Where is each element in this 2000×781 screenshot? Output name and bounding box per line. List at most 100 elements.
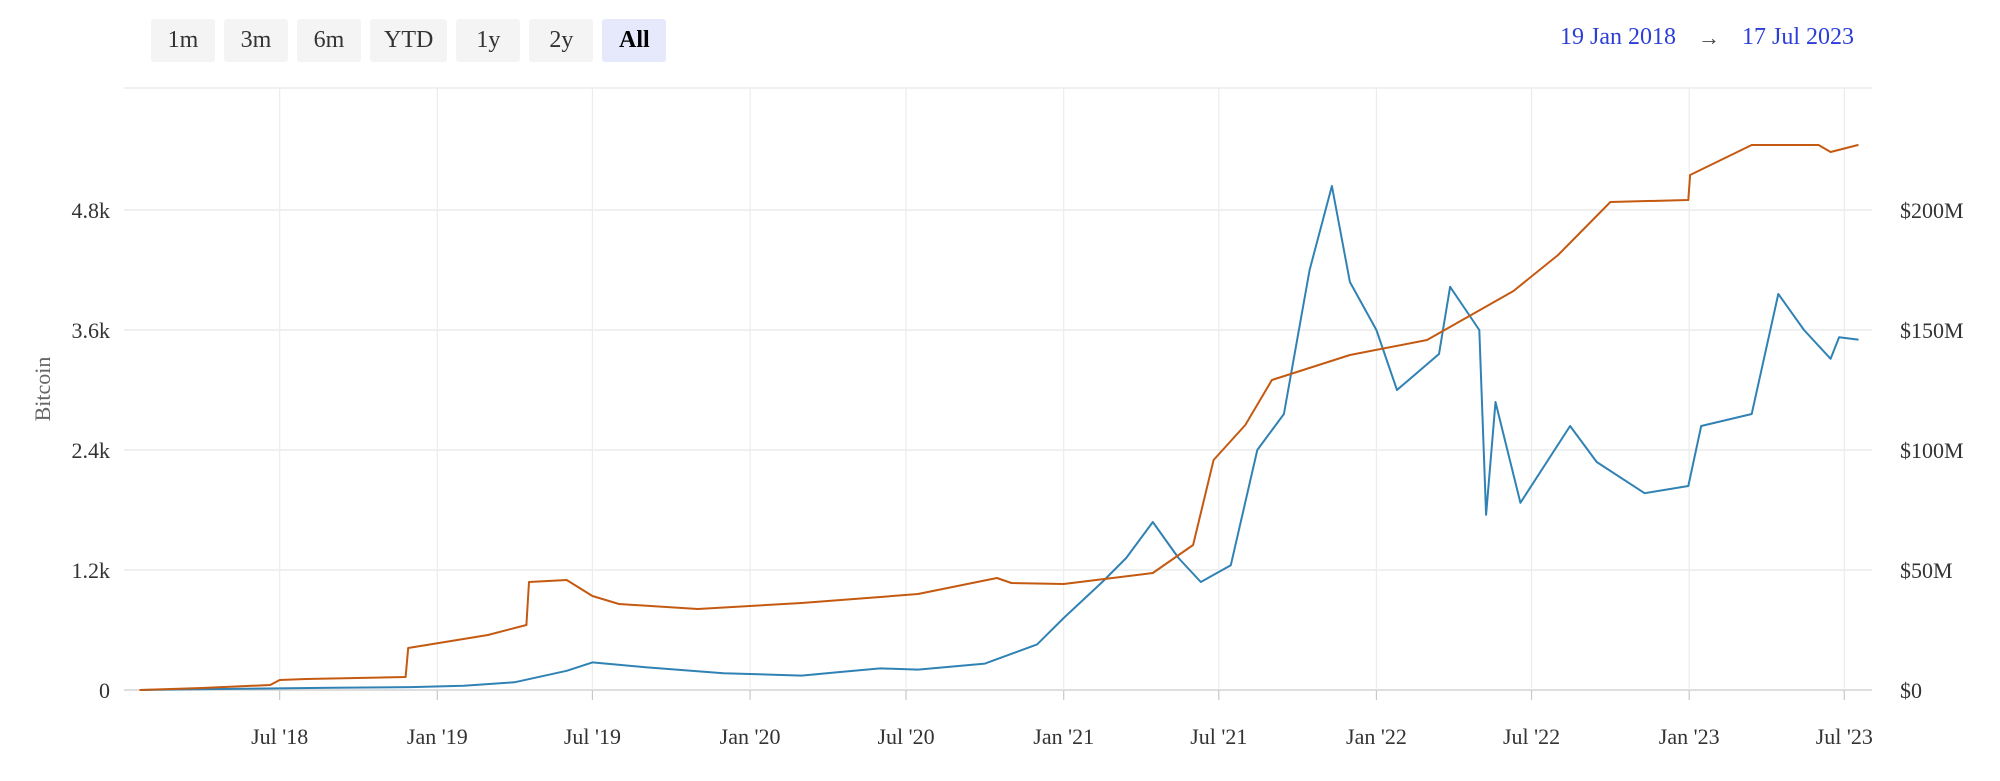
range-button-6m[interactable]: 6m xyxy=(297,19,361,62)
data-point xyxy=(1426,339,1428,341)
date-from[interactable]: 19 Jan 2018 xyxy=(1559,24,1676,50)
range-button-ytd[interactable]: YTD xyxy=(370,19,448,62)
data-point xyxy=(1817,144,1820,146)
y-left-tick-label: 0 xyxy=(99,678,110,703)
y-right-tick-label: $50M xyxy=(1900,558,1953,583)
data-point xyxy=(1152,521,1154,523)
y-left-tick-label: 2.4k xyxy=(72,438,111,463)
x-tick-label: Jan '22 xyxy=(1346,724,1407,749)
x-tick-label: Jul '23 xyxy=(1816,724,1873,749)
date-to[interactable]: 17 Jul 2023 xyxy=(1741,24,1854,50)
data-point xyxy=(1494,401,1497,403)
y-axis-title: Bitcoin xyxy=(30,357,55,422)
data-point xyxy=(879,596,882,598)
data-point xyxy=(1256,449,1259,451)
data-point xyxy=(1557,254,1559,256)
data-point xyxy=(618,603,620,605)
data-point xyxy=(1200,581,1202,583)
x-tick-label: Jan '19 xyxy=(407,724,468,749)
data-point xyxy=(332,687,334,689)
data-point xyxy=(1125,557,1127,559)
data-point xyxy=(839,671,841,673)
y-left-tick-label: 4.8k xyxy=(72,198,111,223)
data-point xyxy=(1331,185,1333,187)
data-point xyxy=(996,577,998,579)
chart-series xyxy=(139,144,1859,691)
data-point xyxy=(1010,582,1013,584)
data-point xyxy=(1212,459,1215,461)
data-point xyxy=(565,579,568,581)
data-point xyxy=(1485,514,1487,516)
chart-axes: 0 1.2k 2.4k 3.6k 4.8k $0 $50M $100M $150M $200M Ju… xyxy=(72,198,1964,749)
data-point xyxy=(1375,329,1378,331)
data-point xyxy=(1177,557,1180,559)
data-point xyxy=(800,602,803,604)
y-left-tick-label: 3.6k xyxy=(72,318,111,343)
range-button-all[interactable]: All xyxy=(602,19,667,62)
data-point xyxy=(269,684,272,686)
data-point xyxy=(1349,281,1351,283)
data-point xyxy=(917,593,919,595)
y-right-tick-label: $200M xyxy=(1900,198,1964,223)
y-right-tick-label: $150M xyxy=(1900,318,1964,343)
x-tick-label: Jul '18 xyxy=(251,724,308,749)
data-point xyxy=(1349,354,1351,356)
data-point xyxy=(1230,564,1232,566)
data-point xyxy=(139,689,141,691)
data-point xyxy=(722,672,725,674)
data-point xyxy=(1478,329,1481,331)
data-point xyxy=(879,667,882,670)
data-point xyxy=(1838,336,1840,339)
range-button-2y[interactable]: 2y xyxy=(529,19,594,62)
x-tick-label: Jan '20 xyxy=(720,724,781,749)
data-point xyxy=(1609,201,1612,203)
y-right-tick-label: $100M xyxy=(1900,438,1964,463)
data-point xyxy=(697,608,699,610)
data-point xyxy=(407,647,410,649)
series-line-usd-value xyxy=(139,185,1859,691)
data-point xyxy=(525,624,528,626)
data-point xyxy=(1152,572,1154,574)
x-tick-label: Jan '23 xyxy=(1659,724,1720,749)
data-point xyxy=(1750,144,1753,146)
data-point xyxy=(404,676,407,678)
data-point xyxy=(800,674,803,677)
series-line-btc-holdings xyxy=(139,144,1859,691)
data-point xyxy=(1036,643,1038,646)
data-point xyxy=(278,679,281,681)
data-point xyxy=(1396,389,1398,391)
data-point xyxy=(1271,379,1273,381)
data-point xyxy=(1687,199,1690,201)
range-button-1y[interactable]: 1y xyxy=(456,19,521,62)
y-right-tick-label: $0 xyxy=(1900,678,1922,703)
data-point xyxy=(1803,329,1805,331)
data-point xyxy=(513,681,516,684)
data-point xyxy=(644,666,647,668)
date-range: 19 Jan 2018 → 17 Jul 2023 xyxy=(1560,24,1854,51)
data-point xyxy=(591,661,594,664)
data-point xyxy=(1829,358,1832,360)
data-point xyxy=(917,668,919,671)
data-point xyxy=(410,686,412,688)
x-tick-label: Jul '22 xyxy=(1503,724,1560,749)
data-point xyxy=(1777,293,1780,295)
data-point xyxy=(1308,269,1311,271)
data-point xyxy=(528,581,530,583)
range-selector: 1m 3m 6m YTD 1y 2y All xyxy=(151,19,667,62)
data-point xyxy=(1689,174,1691,176)
data-point xyxy=(463,684,465,687)
range-button-3m[interactable]: 3m xyxy=(224,19,288,62)
data-point xyxy=(1857,338,1859,341)
x-tick-label: Jul '20 xyxy=(877,724,934,749)
data-point xyxy=(1750,413,1753,415)
chart-grid xyxy=(124,87,1872,691)
data-point xyxy=(1512,290,1515,292)
data-point xyxy=(487,634,489,636)
data-point xyxy=(1449,286,1451,288)
data-point xyxy=(200,687,203,689)
data-point xyxy=(1062,617,1065,619)
data-point xyxy=(1700,425,1702,427)
range-button-1m[interactable]: 1m xyxy=(151,19,215,62)
data-point xyxy=(1569,425,1571,427)
